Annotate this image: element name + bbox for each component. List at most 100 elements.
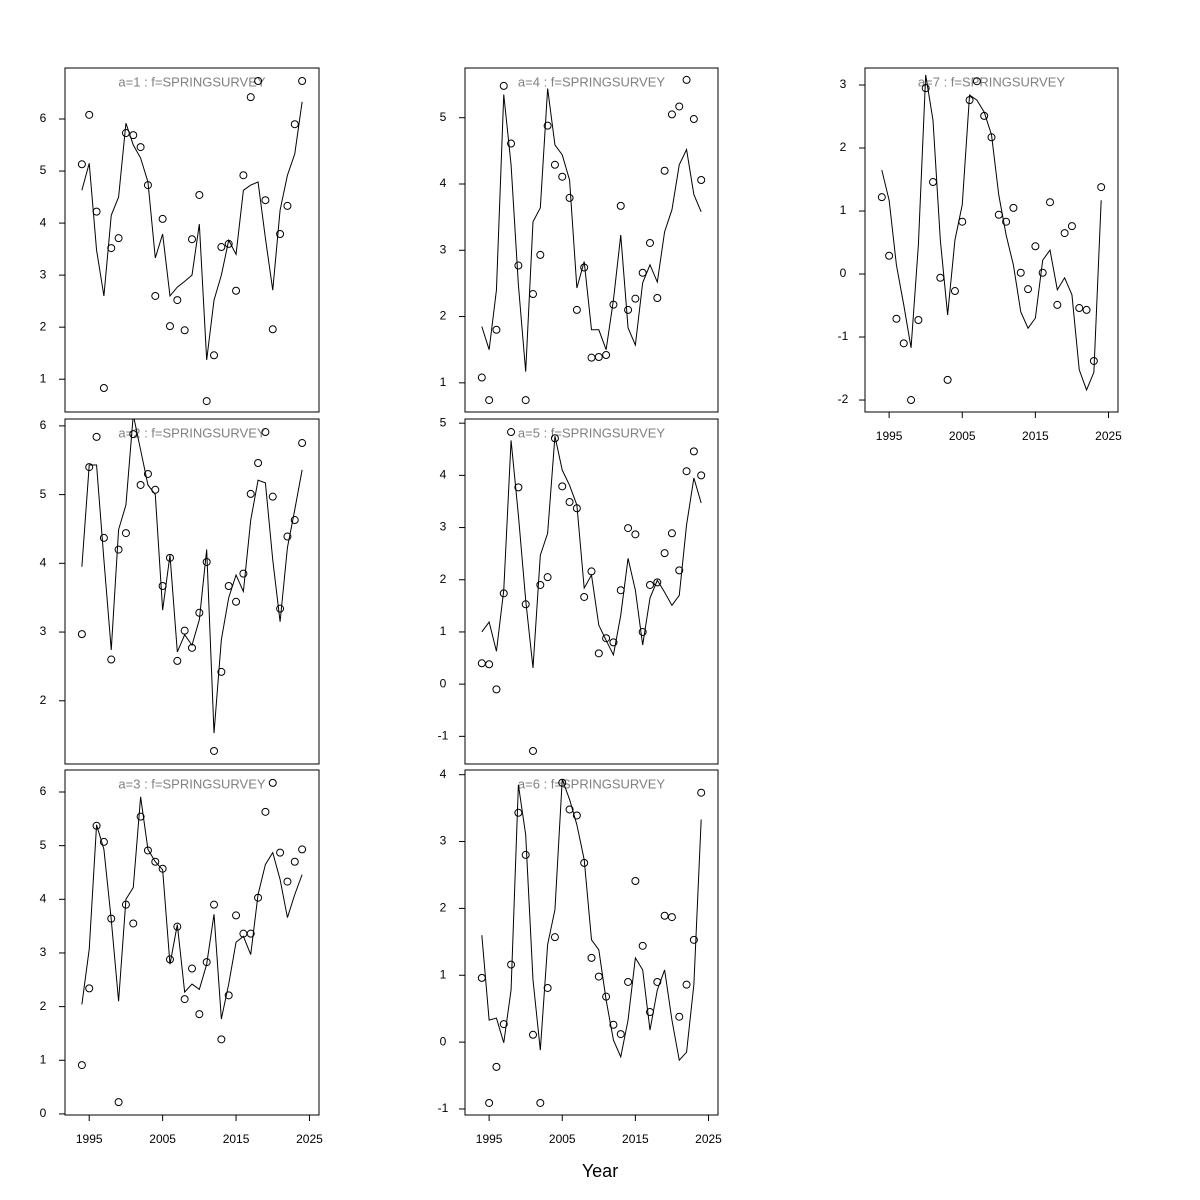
x-tick-label: 2015 — [622, 1132, 649, 1146]
data-point — [587, 567, 596, 576]
data-point — [624, 524, 633, 533]
data-point — [507, 960, 516, 969]
x-tick-label: 2005 — [149, 1132, 176, 1146]
data-point — [697, 176, 706, 185]
data-point — [283, 532, 292, 541]
y-tick-label: -2 — [838, 392, 849, 406]
data-point — [529, 290, 538, 299]
data-point — [246, 93, 255, 102]
data-point — [173, 922, 182, 931]
y-tick-label: 0 — [40, 1106, 47, 1120]
data-point — [521, 396, 530, 405]
data-point — [298, 845, 307, 854]
data-point — [143, 469, 152, 478]
x-tick-label: 1995 — [76, 1132, 103, 1146]
y-tick-label: 4 — [40, 891, 47, 905]
data-point — [682, 75, 691, 84]
data-point — [276, 604, 285, 613]
data-point — [129, 919, 138, 928]
data-point — [151, 857, 160, 866]
y-tick-label: 3 — [440, 834, 447, 848]
y-tick-label: 2 — [40, 319, 47, 333]
panel-frame — [64, 67, 320, 413]
data-point — [1016, 268, 1025, 277]
data-point — [499, 1020, 508, 1029]
data-point — [165, 322, 174, 331]
data-point — [572, 305, 581, 314]
y-tick-label: 5 — [440, 415, 447, 429]
data-point — [99, 384, 108, 393]
data-point — [283, 877, 292, 886]
data-point — [616, 201, 625, 210]
data-point — [180, 995, 189, 1004]
data-point — [224, 582, 233, 591]
data-point — [477, 659, 486, 668]
data-point — [85, 110, 94, 119]
panel-frame — [464, 769, 719, 1116]
data-point — [210, 746, 219, 755]
data-point — [638, 627, 647, 636]
data-point — [587, 353, 596, 362]
data-point — [1053, 300, 1062, 309]
x-tick-label: 1995 — [876, 429, 903, 443]
y-tick-label: 3 — [40, 624, 47, 638]
data-point — [477, 373, 486, 382]
data-point — [224, 991, 233, 1000]
data-point — [660, 549, 669, 558]
data-point — [529, 1030, 538, 1039]
data-point — [298, 77, 307, 86]
data-point — [276, 848, 285, 857]
data-point — [624, 977, 633, 986]
data-point — [261, 196, 270, 205]
data-point — [645, 238, 654, 247]
x-tick-label: 2025 — [695, 1132, 722, 1146]
panel: a=6 : f=SPRINGSURVEY -1 0 1 2 3 4 1995 2005 2015 2… — [438, 767, 723, 1146]
y-tick-label: 1 — [440, 967, 447, 981]
data-point — [631, 530, 640, 539]
data-point — [1038, 268, 1047, 277]
y-tick-label: 6 — [40, 111, 47, 125]
panel-frame — [64, 769, 320, 1116]
data-point — [631, 294, 640, 303]
data-point — [254, 77, 263, 86]
y-tick-label: 2 — [40, 693, 47, 707]
y-tick-label: 1 — [440, 375, 447, 389]
data-point — [550, 160, 559, 169]
data-point — [151, 291, 160, 300]
data-point — [653, 977, 662, 986]
data-point — [477, 973, 486, 982]
data-point — [77, 1061, 86, 1070]
data-point — [210, 351, 219, 360]
data-point — [667, 110, 676, 119]
x-tick-label: 2005 — [549, 1132, 576, 1146]
data-point — [239, 569, 248, 578]
data-point — [232, 286, 241, 295]
y-tick-label: 3 — [440, 242, 447, 256]
data-point — [99, 533, 108, 542]
data-point — [507, 428, 516, 437]
data-point — [609, 638, 618, 647]
data-point — [485, 660, 494, 669]
data-point — [121, 529, 130, 538]
data-point — [631, 876, 640, 885]
data-point — [173, 296, 182, 305]
y-tick-label: 4 — [440, 767, 447, 781]
data-point — [558, 482, 567, 491]
data-point — [246, 489, 255, 498]
data-point — [565, 497, 574, 506]
data-point — [936, 273, 945, 282]
fitted-line — [881, 74, 1102, 392]
x-tick-label: 2015 — [223, 1132, 250, 1146]
data-point — [514, 483, 523, 492]
fitted-line — [481, 779, 702, 1062]
data-point — [899, 339, 908, 348]
data-point — [950, 287, 959, 296]
data-point — [550, 933, 559, 942]
data-point — [129, 430, 138, 439]
data-point — [492, 685, 501, 694]
data-point — [929, 178, 938, 187]
y-tick-label: 1 — [440, 624, 447, 638]
data-point — [536, 250, 545, 259]
data-point — [1002, 217, 1011, 226]
